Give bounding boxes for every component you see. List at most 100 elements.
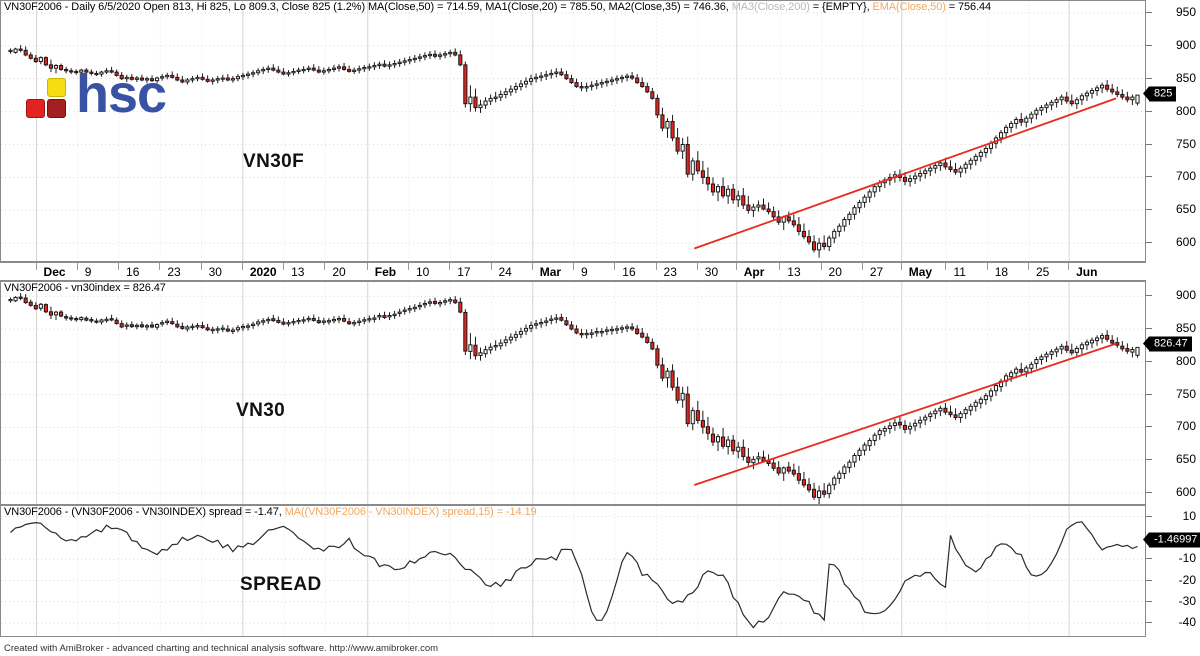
date-axis-label: Mar xyxy=(539,265,562,279)
index-panel: 900 850 800 750 700 650 600 826.47 VN30F2006 - … xyxy=(0,281,1200,505)
index-panel-title: VN30F2006 - vn30index = 826.47 xyxy=(4,282,166,294)
title-segment: MA3(Close,200) xyxy=(731,1,810,13)
y-axis-tick xyxy=(1146,459,1152,461)
date-axis-label: 23 xyxy=(167,265,181,279)
date-axis-separator xyxy=(449,263,451,270)
title-segment: VN30F2006 - vn30index = 826.47 xyxy=(4,282,166,294)
y-axis-tick xyxy=(1146,242,1152,244)
y-axis-tick xyxy=(1146,209,1152,211)
y-axis-label: 850 xyxy=(1175,70,1196,85)
index-plot-area[interactable] xyxy=(0,281,1146,505)
date-axis-separator xyxy=(35,263,37,270)
date-axis-separator xyxy=(900,263,902,270)
price-panel-title: VN30F2006 - Daily 6/5/2020 Open 813, Hi … xyxy=(4,1,991,13)
date-axis-label: 9 xyxy=(84,265,92,279)
date-axis-label: 18 xyxy=(994,265,1009,279)
date-axis-separator xyxy=(655,263,657,270)
spread-watermark-label: SPREAD xyxy=(240,574,322,595)
date-axis-separator xyxy=(735,263,737,270)
y-axis-tick xyxy=(1146,393,1152,395)
date-axis-separator xyxy=(241,263,243,270)
date-axis-label: Dec xyxy=(43,265,66,279)
date-axis-separator xyxy=(118,263,120,270)
y-axis-tick xyxy=(1146,558,1152,560)
y-axis-tick xyxy=(1146,600,1152,602)
y-axis-label: -10 xyxy=(1178,551,1196,566)
date-axis-separator xyxy=(986,263,988,270)
date-axis-label: 30 xyxy=(704,265,719,279)
date-axis-separator xyxy=(820,263,822,270)
y-axis-label: 700 xyxy=(1175,169,1196,184)
spread-line-svg xyxy=(1,506,1145,636)
index-y-axis: 900 850 800 750 700 650 600 826.47 xyxy=(1143,281,1200,505)
y-axis-tick xyxy=(1146,515,1152,517)
date-axis-separator xyxy=(407,263,409,270)
y-axis-tick xyxy=(1146,143,1152,145)
y-axis-tick xyxy=(1146,110,1152,112)
index-watermark-label: VN30 xyxy=(236,400,286,421)
date-axis-label: 25 xyxy=(1035,265,1050,279)
date-axis-separator xyxy=(945,263,947,270)
title-segment: VN30F2006 - Daily 6/5/2020 Open 813, Hi … xyxy=(4,1,732,13)
y-axis-tick xyxy=(1146,579,1152,581)
price-y-axis: 950 900 850 800 750 700 650 600 825 xyxy=(1142,0,1200,262)
date-axis-separator xyxy=(861,263,863,270)
y-axis-label: 900 xyxy=(1175,288,1196,303)
y-axis-label: 750 xyxy=(1175,136,1196,151)
y-axis-tick xyxy=(1146,11,1152,13)
date-axis-label: 27 xyxy=(869,265,884,279)
title-segment: = {EMPTY}, xyxy=(809,1,873,13)
amibroker-credit-footer: Created with AmiBroker - advanced charti… xyxy=(4,643,439,654)
spread-panel-title: VN30F2006 - (VN30F2006 - VN30INDEX) spre… xyxy=(4,506,537,518)
date-axis-label: 30 xyxy=(208,265,222,279)
date-axis-label: 11 xyxy=(953,265,966,279)
date-axis-separator xyxy=(366,263,368,270)
y-axis-label: 650 xyxy=(1175,452,1196,467)
title-segment: MA((VN30F2006 - VN30INDEX) spread,15) = … xyxy=(284,506,537,518)
y-axis-label: 600 xyxy=(1175,235,1196,250)
y-axis-label: 900 xyxy=(1175,37,1196,52)
y-axis-tick xyxy=(1146,176,1152,178)
title-segment: = 756.44 xyxy=(945,1,992,13)
date-axis-separator xyxy=(76,263,78,270)
y-axis-tick xyxy=(1146,328,1152,330)
current-price-tag: -1.46997 xyxy=(1142,532,1200,548)
y-axis-label: 800 xyxy=(1175,103,1196,118)
date-axis-label: 24 xyxy=(498,265,512,279)
date-axis-label: 16 xyxy=(622,265,636,279)
date-axis-label: Apr xyxy=(743,265,765,279)
date-axis-label: 17 xyxy=(457,265,471,279)
date-axis-label: 2020 xyxy=(249,265,277,279)
date-axis-label: 13 xyxy=(291,265,305,279)
date-axis-label: 23 xyxy=(663,265,677,279)
price-candlestick-svg xyxy=(1,1,1145,261)
date-axis-separator xyxy=(159,263,161,270)
y-axis-label: 650 xyxy=(1175,202,1196,217)
date-axis-separator xyxy=(200,263,202,270)
date-axis-separator xyxy=(573,263,575,270)
index-candlestick-svg xyxy=(1,282,1145,504)
y-axis-tick xyxy=(1146,622,1152,624)
date-axis-separator xyxy=(324,263,326,270)
date-axis-label: 16 xyxy=(126,265,140,279)
y-axis-label: 600 xyxy=(1175,484,1196,499)
spread-y-axis: 10 -10 -20 -30 -40 -1.46997 xyxy=(1142,505,1200,637)
date-axis-label: Jun xyxy=(1076,265,1098,279)
current-price-tag: 825 xyxy=(1142,86,1177,102)
price-plot-area[interactable] xyxy=(0,0,1146,262)
date-axis-label: 10 xyxy=(415,265,430,279)
spread-plot-area[interactable] xyxy=(0,505,1146,637)
date-axis-separator xyxy=(779,263,781,270)
date-axis-label: 20 xyxy=(332,265,346,279)
date-axis-separator xyxy=(531,263,533,270)
current-price-tag: 826.47 xyxy=(1143,336,1192,352)
logo-square-yellow xyxy=(47,78,66,97)
y-axis-tick xyxy=(1146,44,1152,46)
y-axis-tick xyxy=(1146,77,1152,79)
title-segment: EMA(Close,50) xyxy=(872,1,946,13)
y-axis-label: 750 xyxy=(1175,386,1196,401)
date-axis-label: 20 xyxy=(828,265,842,279)
y-axis-label: 800 xyxy=(1175,353,1196,368)
date-axis-separator xyxy=(283,263,285,270)
